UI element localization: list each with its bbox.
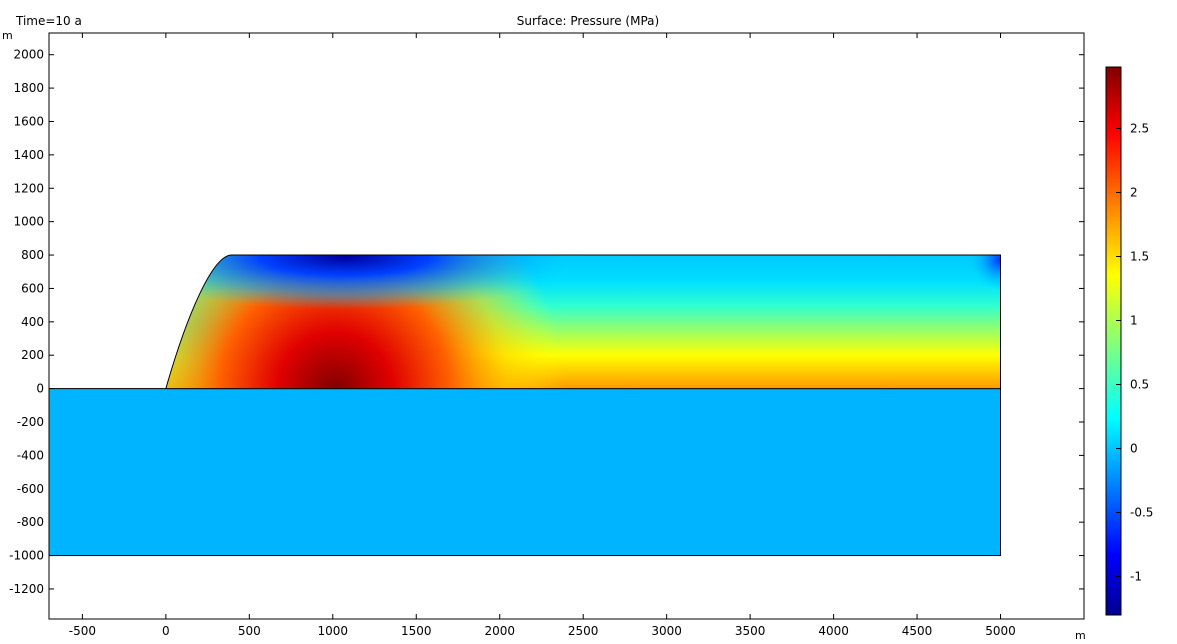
plot-title: Surface: Pressure (MPa) (517, 14, 659, 28)
y-unit-label: m (2, 29, 13, 42)
y-tick-label: 200 (21, 348, 44, 362)
colorbar-tick-label: 2 (1130, 185, 1138, 199)
y-tick-label: -200 (17, 415, 44, 429)
x-tick-label: 4000 (818, 624, 849, 638)
colorbar-tick-label: -1 (1130, 570, 1142, 584)
time-label: Time=10 a (15, 14, 82, 28)
y-tick-label: 1000 (13, 215, 44, 229)
y-tick-label: 600 (21, 281, 44, 295)
y-tick-label: -1200 (9, 582, 44, 596)
x-tick-label: 2500 (568, 624, 599, 638)
x-tick-label: -500 (69, 624, 96, 638)
colorbar-tick-label: -0.5 (1130, 506, 1153, 520)
x-tick-label: 3000 (651, 624, 682, 638)
x-tick-label: 500 (238, 624, 261, 638)
axis-ticks (49, 33, 1084, 619)
colorbar-tick-label: 0 (1130, 442, 1138, 456)
y-tick-label: 1400 (13, 148, 44, 162)
y-tick-label: 400 (21, 315, 44, 329)
colorbar-tick-label: 2.5 (1130, 121, 1149, 135)
x-tick-label: 4500 (902, 624, 933, 638)
x-tick-label: 1000 (318, 624, 349, 638)
x-tick-label: 2000 (484, 624, 515, 638)
y-tick-label: 2000 (13, 48, 44, 62)
y-tick-label: 0 (36, 382, 44, 396)
x-unit-label: m (1075, 629, 1086, 642)
y-tick-label: 800 (21, 248, 44, 262)
x-tick-labels: -500 0 500 1000 1500 2000 2500 3000 3500 4000 4500… (69, 624, 1016, 638)
colorbar (1105, 66, 1122, 616)
x-tick-label: 3500 (735, 624, 766, 638)
y-tick-label: 1800 (13, 81, 44, 95)
y-tick-label: -400 (17, 448, 44, 462)
colorbar-tick-label: 1 (1130, 314, 1138, 328)
x-tick-label: 5000 (985, 624, 1016, 638)
foundation-domain (48, 388, 1002, 557)
y-tick-label: 1600 (13, 114, 44, 128)
y-tick-labels: 2000180016001400120010008006004002000-20… (9, 48, 44, 596)
colorbar-ticks: 2.5 2 1.5 1 0.5 0 -0.5 -1 (1116, 121, 1153, 584)
y-tick-label: 1200 (13, 181, 44, 195)
x-tick-label: 1500 (401, 624, 432, 638)
x-tick-label: 0 (162, 624, 170, 638)
y-tick-label: -800 (17, 515, 44, 529)
embankment-domain (165, 255, 1001, 389)
y-tick-label: -600 (17, 482, 44, 496)
colorbar-tick-label: 1.5 (1130, 249, 1149, 263)
embankment-outline (165, 254, 1002, 390)
y-tick-label: -1000 (9, 549, 44, 563)
colorbar-tick-label: 0.5 (1130, 378, 1149, 392)
